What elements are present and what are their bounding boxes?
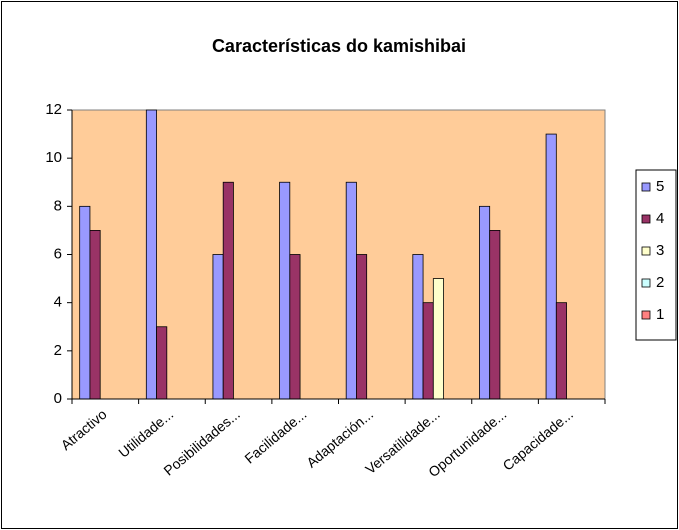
bar bbox=[479, 205, 491, 400]
bar bbox=[412, 254, 424, 400]
legend-swatch bbox=[641, 214, 651, 224]
bar bbox=[79, 205, 91, 400]
y-tick-label: 2 bbox=[54, 342, 62, 359]
bar bbox=[489, 230, 501, 400]
legend-label: 3 bbox=[656, 242, 664, 259]
legend-swatch bbox=[641, 310, 651, 320]
bar bbox=[555, 302, 567, 400]
y-tick-label: 0 bbox=[54, 390, 62, 407]
legend-label: 1 bbox=[656, 306, 664, 323]
bar bbox=[89, 230, 101, 400]
legend-label: 2 bbox=[656, 274, 664, 291]
y-tick-label: 12 bbox=[45, 101, 62, 118]
legend-swatch bbox=[641, 182, 651, 192]
chart-title: Características do kamishibai bbox=[212, 36, 466, 56]
y-tick-label: 10 bbox=[45, 149, 62, 166]
y-tick-label: 6 bbox=[54, 245, 62, 262]
y-tick-label: 4 bbox=[54, 294, 62, 311]
legend-label: 4 bbox=[656, 210, 664, 227]
bar bbox=[432, 278, 444, 400]
legend-swatch bbox=[641, 278, 651, 288]
bar bbox=[145, 109, 157, 400]
bar bbox=[212, 254, 224, 400]
bar bbox=[156, 326, 168, 400]
bar bbox=[356, 254, 368, 400]
bar bbox=[289, 254, 301, 400]
bar bbox=[345, 181, 357, 400]
bar bbox=[422, 302, 434, 400]
bar bbox=[545, 133, 557, 400]
y-tick-label: 8 bbox=[54, 197, 62, 214]
legend-label: 5 bbox=[656, 178, 664, 195]
legend-swatch bbox=[641, 246, 651, 256]
bar bbox=[222, 181, 234, 400]
bar bbox=[279, 181, 291, 400]
